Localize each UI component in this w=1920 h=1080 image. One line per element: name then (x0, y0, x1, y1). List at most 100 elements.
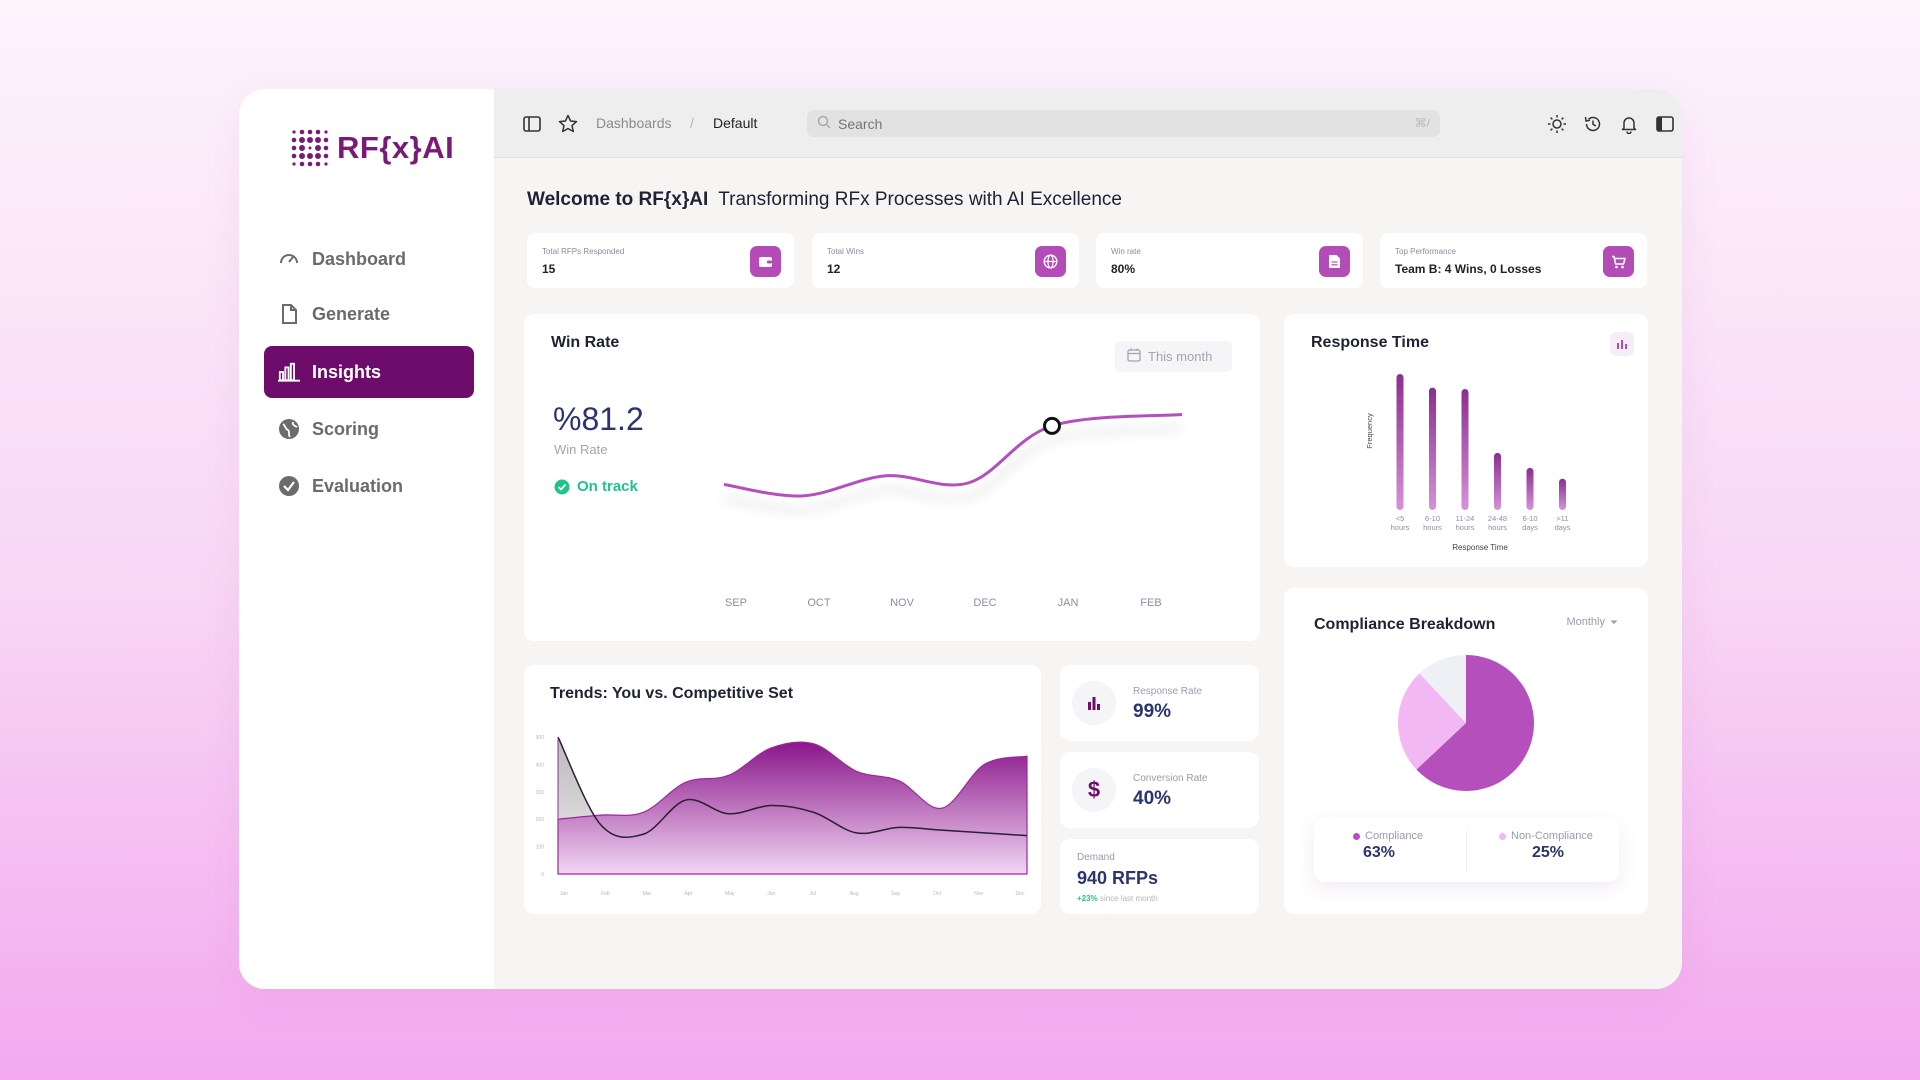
stat-value: 12 (827, 262, 841, 276)
x-tick-label: Oct (933, 891, 941, 897)
x-tick-label: 6-10 (1425, 514, 1440, 523)
mini-stat-delta: +23% since last month (1077, 894, 1158, 903)
chart-type-icon[interactable] (1610, 332, 1634, 356)
sidebar-item-scoring[interactable]: Scoring (264, 403, 474, 455)
response-rate-card: Response Rate 99% (1060, 665, 1259, 741)
logo-dot (315, 161, 321, 167)
x-tick-label: 24-48 (1488, 514, 1507, 523)
y-tick-label: 300 (536, 790, 545, 796)
sidebar-item-insights[interactable]: Insights (264, 346, 474, 398)
delta-value: +23% (1077, 894, 1098, 903)
sidebar-item-evaluation[interactable]: Evaluation (264, 460, 474, 512)
logo-dot (299, 145, 305, 151)
logo-dot (324, 130, 328, 134)
x-tick-label: May (725, 891, 735, 897)
x-tick-label: SEP (725, 597, 747, 609)
bar (1526, 467, 1534, 510)
sidebar-item-label: Insights (312, 361, 382, 382)
win-rate-card: Win Rate This month %81.2 Win Rate On tr… (524, 314, 1260, 641)
globe-icon[interactable] (1035, 246, 1066, 277)
logo-dots-icon (291, 129, 329, 167)
x-tick-label: hours (1391, 523, 1410, 532)
logo-dot (308, 146, 312, 150)
bell-icon[interactable] (1618, 113, 1640, 135)
period-button[interactable]: This month (1115, 341, 1232, 372)
dollar-icon: $ (1072, 768, 1116, 812)
compliance-card: Compliance Breakdown Monthly Compliance … (1284, 588, 1648, 914)
history-icon[interactable] (1582, 113, 1604, 135)
sidebar-item-label: Scoring (312, 418, 380, 439)
legend-item-compliance: Compliance 63% (1353, 830, 1423, 862)
bar-chart-icon (278, 361, 300, 383)
y-axis-label: Frequency (1365, 413, 1374, 449)
mini-stat-value: 40% (1133, 788, 1172, 809)
x-tick-label: Jun (767, 891, 775, 897)
brand-logo[interactable]: RF{x}AI (289, 127, 454, 169)
sidebar-toggle-icon[interactable] (521, 113, 543, 135)
card-title: Trends: You vs. Competitive Set (550, 685, 794, 702)
brand-name: RF{x}AI (337, 130, 455, 165)
breadcrumb-default[interactable]: Default (713, 115, 758, 131)
logo-dot (323, 153, 329, 159)
logo-dot (315, 137, 321, 143)
search-bar[interactable]: ⌘/ (807, 110, 1440, 137)
logo-dot (307, 153, 313, 159)
welcome-title: Welcome to RF{x}AI (527, 189, 709, 210)
stat-label: Total Wins (827, 247, 864, 256)
x-tick-label: Apr (684, 891, 692, 897)
sun-icon[interactable] (1546, 113, 1568, 135)
stat-label: Top Performance (1395, 247, 1456, 256)
sidebar-item-generate[interactable]: Generate (264, 288, 474, 340)
bar (1429, 387, 1436, 510)
highlight-point[interactable] (1043, 416, 1061, 435)
sidebar-item-dashboard[interactable]: Dashboard (264, 233, 474, 285)
x-tick-label: Aug (850, 891, 859, 897)
status-text: On track (577, 478, 638, 495)
bar (1559, 478, 1566, 510)
file-icon (278, 303, 300, 325)
sidebar-item-label: Evaluation (312, 475, 404, 496)
x-tick-label: >11 (1556, 514, 1568, 523)
competitive-line (557, 736, 1028, 839)
x-tick-label: Feb (601, 891, 610, 897)
you-area (557, 741, 1028, 875)
legend-value: 25% (1532, 844, 1565, 861)
document-icon[interactable] (1319, 246, 1350, 277)
compliance-legend: Compliance 63% Non-Compliance 25% (1314, 818, 1619, 882)
pie-slice[interactable] (1416, 655, 1534, 791)
logo-dot (299, 129, 305, 135)
wallet-icon[interactable] (750, 246, 781, 277)
logo-dot (291, 137, 297, 143)
search-input[interactable] (838, 115, 1378, 132)
x-tick-label: days (1555, 523, 1571, 532)
stat-value: Team B: 4 Wins, 0 Losses (1395, 262, 1542, 276)
compliance-pie-chart (1398, 655, 1534, 791)
x-tick-label: Sep (891, 891, 900, 897)
stat-value: 15 (542, 262, 556, 276)
logo-dot (307, 161, 313, 167)
star-icon[interactable] (557, 113, 579, 135)
sidebar: RF{x}AI Dashboard Generate Insights Scor… (239, 89, 494, 989)
sidebar-item-label: Dashboard (312, 248, 407, 269)
logo-dot (315, 153, 321, 159)
cart-icon[interactable] (1603, 246, 1634, 277)
card-title: Win Rate (551, 334, 620, 351)
pie-slice[interactable] (1419, 655, 1466, 723)
search-shortcut: ⌘/ (1414, 116, 1430, 130)
stat-value: 80% (1111, 262, 1136, 276)
legend-value: 63% (1363, 844, 1396, 861)
x-axis-label: Response Time (1452, 543, 1508, 552)
stat-card-total-rfps: Total RFPs Responded 15 (527, 233, 794, 288)
x-tick-label: Dec (1016, 891, 1025, 897)
panel-toggle-icon[interactable] (1654, 113, 1676, 135)
welcome-subtitle: Transforming RFx Processes with AI Excel… (718, 189, 1122, 210)
period-dropdown[interactable]: Monthly (1566, 616, 1618, 628)
y-tick-label: 0 (541, 872, 544, 878)
pie-slice[interactable] (1398, 673, 1466, 770)
legend-swatch (1353, 832, 1360, 840)
win-rate-line (723, 413, 1183, 498)
check-circle-icon (554, 479, 570, 494)
period-dropdown-label: Monthly (1566, 616, 1605, 628)
x-tick-label: NOV (890, 597, 915, 609)
breadcrumb-dashboards[interactable]: Dashboards (596, 115, 672, 131)
